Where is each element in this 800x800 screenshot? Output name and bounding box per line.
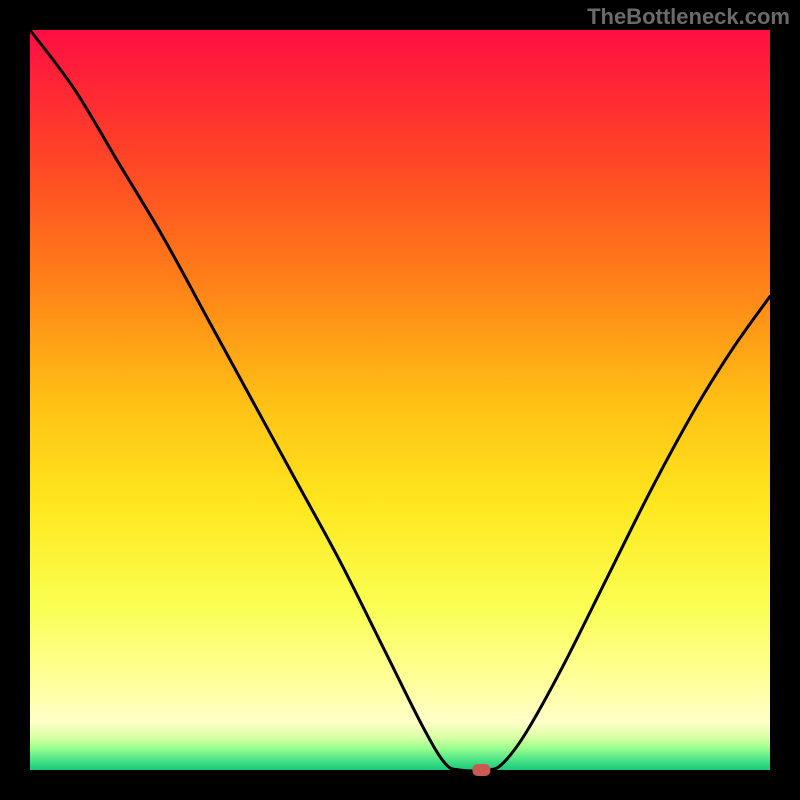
optimum-marker: [472, 764, 490, 776]
watermark-text: TheBottleneck.com: [587, 4, 790, 30]
chart-wrapper: { "chart": { "type": "line", "width": 80…: [0, 0, 800, 800]
chart-plot-background: [30, 30, 770, 770]
bottleneck-chart: [0, 0, 800, 800]
